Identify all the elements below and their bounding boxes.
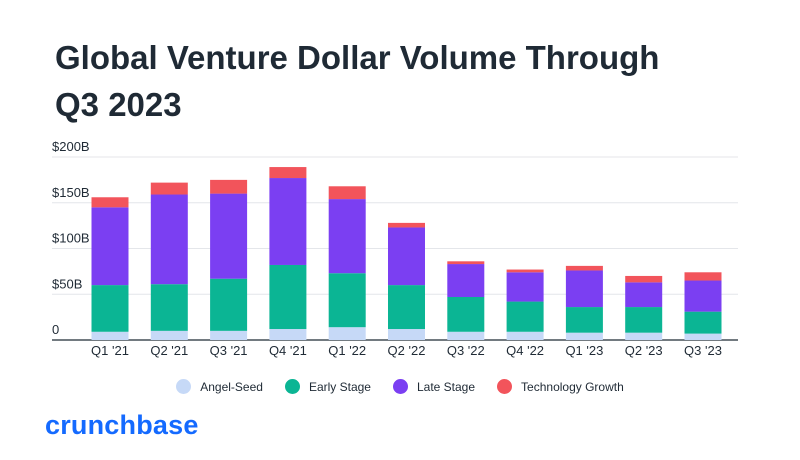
bar-angel-seed	[506, 331, 544, 340]
bar-early-stage	[447, 296, 485, 332]
bar-early-stage	[269, 264, 307, 330]
bar-late-stage	[565, 270, 603, 308]
bar-technology-growth	[506, 269, 544, 273]
bar-late-stage	[625, 282, 663, 308]
bar-late-stage	[506, 272, 544, 302]
bar-stack	[388, 222, 425, 340]
legend-swatch	[176, 379, 192, 394]
bar-late-stage	[388, 227, 425, 286]
bar-technology-growth	[210, 179, 248, 194]
legend: Angel-Seed Early Stage Late Stage Technolog…	[0, 379, 800, 394]
bar-early-stage	[565, 307, 603, 333]
bar-late-stage	[91, 207, 129, 286]
bar-stack	[684, 272, 722, 340]
bar-angel-seed	[328, 327, 366, 340]
bar-angel-seed	[150, 330, 188, 340]
legend-swatch	[284, 379, 300, 394]
bar-angel-seed	[565, 332, 603, 340]
legend-item: Early Stage	[284, 379, 371, 394]
bar-late-stage	[447, 264, 485, 297]
bar-late-stage	[269, 178, 307, 265]
bar-angel-seed	[210, 330, 248, 340]
crunchbase-logo: crunchbase	[45, 410, 199, 440]
bar-early-stage	[210, 278, 248, 331]
bar-early-stage	[150, 284, 188, 331]
legend-item: Angel-Seed	[176, 379, 263, 394]
x-tick-label: Q1 '21	[91, 343, 129, 358]
bar-technology-growth	[269, 167, 307, 179]
bar-early-stage	[328, 273, 366, 328]
legend-item: Late Stage	[392, 379, 476, 394]
bar-stack	[269, 167, 307, 340]
bar-early-stage	[388, 285, 425, 330]
legend-swatch	[392, 379, 408, 394]
y-tick-label: $200B	[52, 139, 90, 154]
legend-label: Angel-Seed	[200, 379, 263, 394]
bar-technology-growth	[565, 265, 603, 271]
bar-angel-seed	[269, 329, 307, 340]
bar-technology-growth	[150, 182, 188, 195]
bar-stack	[447, 261, 485, 340]
bars	[91, 167, 722, 340]
bar-early-stage	[91, 285, 129, 332]
legend-label: Late Stage	[416, 379, 476, 394]
chart-title-line-2: Q3 2023	[55, 86, 182, 123]
x-tick-label: Q2 '21	[150, 343, 188, 358]
y-axis-ticks: 0 $50B $100B $150B $200B	[52, 139, 90, 337]
x-tick-label: Q1 '23	[565, 343, 603, 358]
y-tick-label: 0	[52, 322, 59, 337]
bar-technology-growth	[91, 197, 129, 208]
bar-angel-seed	[388, 329, 425, 340]
bar-angel-seed	[91, 331, 129, 340]
chart-title: Global Venture Dollar Volume Through Q3 …	[55, 34, 755, 128]
y-tick-label: $100B	[52, 231, 90, 246]
bar-early-stage	[506, 301, 544, 332]
legend-label: Technology Growth	[521, 379, 624, 394]
chart-title-line-1: Global Venture Dollar Volume Through	[55, 39, 660, 76]
bar-stack	[328, 186, 366, 340]
bar-technology-growth	[328, 186, 366, 200]
legend-item: Technology Growth	[497, 379, 624, 394]
bar-early-stage	[684, 311, 722, 334]
x-axis-ticks: Q1 '21 Q2 '21 Q3 '21 Q4 '21 Q1 '22 Q2 '22 Q3 '…	[91, 343, 722, 358]
bar-stack	[506, 269, 544, 340]
bar-stack	[150, 182, 188, 340]
bar-late-stage	[210, 193, 248, 279]
bar-technology-growth	[388, 222, 425, 228]
bar-stack	[625, 275, 663, 340]
x-tick-label: Q2 '22	[388, 343, 426, 358]
bar-stack	[91, 197, 129, 340]
bar-technology-growth	[447, 261, 485, 265]
x-tick-label: Q1 '22	[328, 343, 366, 358]
bar-late-stage	[328, 199, 366, 274]
legend-label: Early Stage	[308, 379, 371, 394]
bar-angel-seed	[447, 331, 485, 340]
bar-angel-seed	[625, 332, 663, 340]
bar-stack	[210, 179, 248, 340]
bar-stack	[565, 265, 603, 340]
x-tick-label: Q4 '21	[269, 343, 307, 358]
bar-early-stage	[625, 307, 663, 333]
y-tick-label: $150B	[52, 185, 90, 200]
y-tick-label: $50B	[52, 276, 82, 291]
bar-angel-seed	[684, 333, 722, 340]
bar-technology-growth	[684, 272, 722, 281]
x-tick-label: Q3 '23	[684, 343, 722, 358]
legend-swatch	[497, 379, 513, 394]
bar-technology-growth	[625, 275, 663, 283]
bar-late-stage	[684, 280, 722, 312]
x-tick-label: Q3 '21	[210, 343, 248, 358]
bar-late-stage	[150, 194, 188, 285]
x-tick-label: Q3 '22	[447, 343, 485, 358]
x-tick-label: Q2 '23	[625, 343, 663, 358]
x-tick-label: Q4 '22	[506, 343, 544, 358]
